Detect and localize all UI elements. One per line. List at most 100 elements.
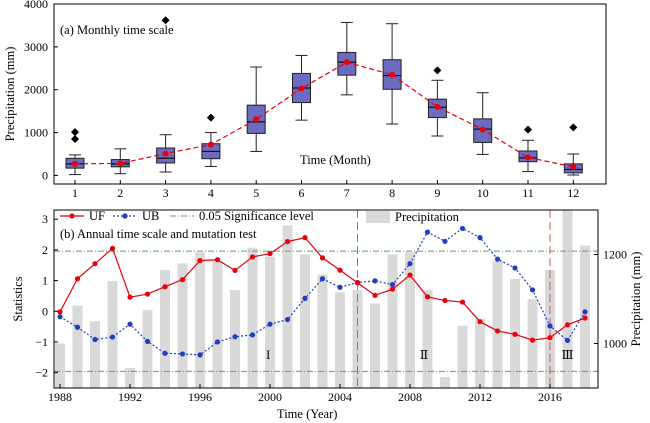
- precip-bar-2005: [352, 290, 363, 388]
- ub-point-1995: [179, 351, 186, 357]
- precip-bar-2010: [440, 376, 450, 388]
- panel-a-xtick-label-9: 10: [477, 186, 489, 200]
- precip-bar-1995: [177, 263, 188, 388]
- panel-a-xtick-label-11: 12: [567, 186, 579, 200]
- ub-point-1997: [214, 339, 221, 345]
- uf-point-2017: [564, 322, 571, 328]
- panel-b-ytick-left-label-5: 3: [42, 212, 48, 226]
- uf-point-1996: [197, 258, 203, 264]
- mean-point-5: [253, 116, 260, 123]
- mean-point-8: [389, 71, 396, 78]
- panel-b-xtick-label-3: 2000: [258, 390, 282, 404]
- ub-point-1998: [232, 334, 238, 340]
- ub-point-2004: [337, 284, 343, 290]
- mean-point-10: [479, 126, 486, 133]
- ub-point-2016: [547, 323, 553, 329]
- uf-point-2000: [267, 250, 273, 257]
- box-month-3: [156, 16, 176, 173]
- precip-bar-2015: [527, 299, 538, 388]
- uf-point-1991: [109, 245, 116, 251]
- legend-significance-label: 0.05 Significance level: [199, 209, 314, 223]
- precip-bar-1993: [142, 310, 153, 388]
- uf-point-2009: [424, 294, 431, 300]
- panel-a-xtick-label-8: 9: [434, 186, 440, 200]
- precip-bar-2003: [317, 274, 328, 388]
- mean-point-3: [162, 150, 169, 157]
- panel-b-ytick-left-label-2: 0: [42, 304, 48, 318]
- legend-ub-marker: [122, 213, 128, 219]
- uf-point-2011: [459, 299, 466, 305]
- panel-a-ytick-label-0: 0: [42, 168, 48, 182]
- uf-point-2010: [442, 297, 448, 304]
- panel-a-xtick-label-0: 1: [72, 186, 78, 200]
- panel-b-trend-chart: −2 −1 0 1 2 3 1000 1200 1988 1992 1996 2000 2004 2008…: [11, 209, 643, 421]
- panel-b-xtick-label-1: 1992: [118, 390, 142, 404]
- uf-point-2015: [529, 337, 536, 343]
- ub-point-2011: [459, 225, 466, 232]
- ub-point-1992: [127, 321, 133, 327]
- precip-bar-1996: [195, 252, 205, 388]
- panel-a-boxes: [65, 16, 583, 176]
- precip-bar-2017: [562, 210, 573, 388]
- legend-precip-swatch: [366, 211, 390, 223]
- panel-b-ticks: −2 −1 0 1 2 3 1000 1200 1988 1992 1996 2000 2004 2008…: [35, 212, 627, 404]
- panel-b-ytick-right-label-1: 1200: [603, 248, 627, 262]
- precip-bar-1999: [247, 247, 258, 388]
- mean-point-9: [434, 103, 441, 110]
- panel-b-lines: [54, 210, 598, 388]
- panel-a-box-plot: (a) Monthly time scale Time (Month) Prec…: [3, 0, 607, 200]
- panel-a-title: (a) Monthly time scale: [60, 23, 174, 37]
- panel-b-ytick-right-label-0: 1000: [603, 337, 627, 351]
- legend-uf-marker: [69, 213, 75, 219]
- uf-point-1990: [92, 261, 98, 267]
- ub-point-2008: [407, 261, 413, 267]
- panel-b-xtick-label-4: 2004: [328, 390, 352, 404]
- panel-a-xtick-label-6: 7: [344, 186, 350, 200]
- box-month-11: [518, 125, 538, 173]
- panel-b-annotations: I Ⅱ Ⅲ: [266, 348, 573, 362]
- legend-ub-label: UB: [142, 209, 159, 223]
- panel-b-title: (b) Annual time scale and mutation test: [60, 227, 257, 241]
- ub-point-2015: [529, 287, 536, 293]
- panel-a-ylabel: Precipitation (mm): [3, 47, 17, 142]
- ub-point-2007: [389, 281, 396, 288]
- ub-point-2002: [302, 295, 308, 301]
- legend-precip-label: Precipitation: [395, 210, 460, 224]
- panel-b-xlabel: Time (Year): [277, 407, 337, 421]
- panel-a-ytick-label-1: 1000: [24, 126, 48, 140]
- ub-point-2017: [564, 337, 571, 344]
- panel-a-ytick-label-2: 2000: [24, 83, 48, 97]
- panel-a-xtick-label-4: 5: [253, 186, 259, 200]
- precip-bar-2011: [457, 325, 468, 388]
- uf-point-2013: [494, 328, 501, 334]
- mean-point-1: [72, 160, 78, 167]
- uf-point-2018: [582, 315, 588, 321]
- legend-uf-label: UF: [89, 209, 105, 223]
- panel-a-ytick-label-3: 3000: [24, 40, 48, 54]
- uf-point-2008: [407, 272, 413, 278]
- ub-point-1996: [197, 352, 203, 358]
- ub-point-1988: [57, 314, 63, 320]
- box-month-10: [473, 92, 493, 155]
- precip-bar-1989: [72, 305, 83, 388]
- mean-point-11: [525, 154, 531, 161]
- mean-line: [74, 61, 574, 168]
- precip-bar-1992: [125, 367, 135, 388]
- ub-point-1990: [92, 336, 98, 343]
- precip-bar-1994: [160, 270, 170, 388]
- uf-point-2003: [319, 255, 326, 261]
- ub-point-2010: [442, 238, 448, 244]
- precip-bar-2012: [475, 319, 485, 388]
- uf-point-2001: [284, 239, 291, 245]
- panel-b-frame: [53, 209, 599, 389]
- box-month-7: [337, 21, 357, 96]
- box-month-1: [65, 128, 85, 176]
- box-month-5: [246, 66, 266, 152]
- box-outlier-0: [433, 66, 442, 75]
- panel-a-ytick-label-4: 4000: [24, 0, 48, 11]
- ub-point-2000: [267, 321, 273, 327]
- panel-b-xtick-label-2: 1996: [188, 390, 212, 404]
- box-outlier-1: [71, 128, 79, 137]
- box-month-9: [427, 66, 447, 137]
- uf-point-1998: [232, 267, 238, 274]
